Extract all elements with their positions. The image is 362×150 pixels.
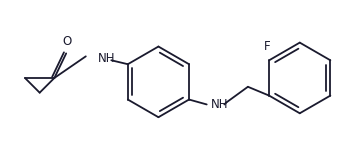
Text: O: O (63, 34, 72, 48)
Text: F: F (264, 40, 270, 53)
Text: NH: NH (98, 52, 115, 65)
Text: NH: NH (211, 98, 228, 111)
